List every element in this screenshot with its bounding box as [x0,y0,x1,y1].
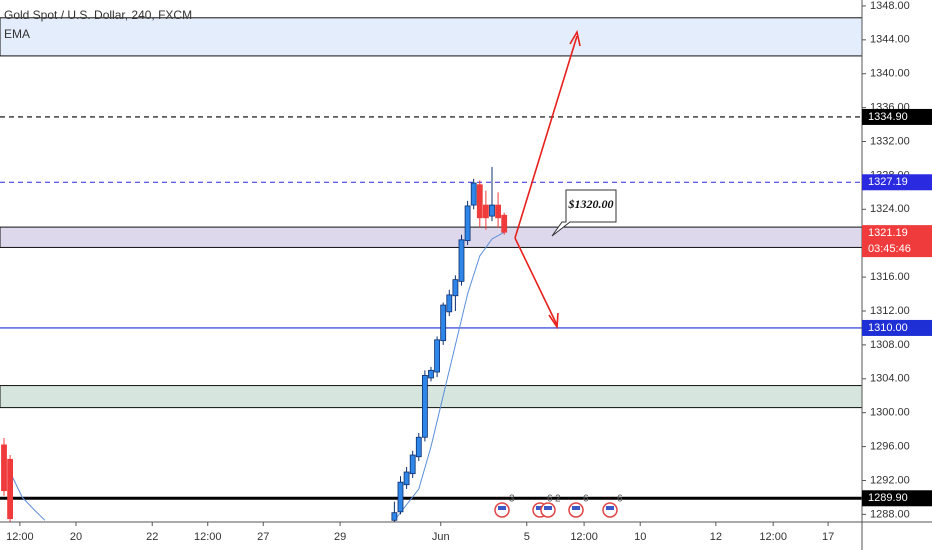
price-label-box [862,108,932,125]
y-tick-label: 1308.00 [870,339,910,351]
candle-body [409,454,416,475]
axis-background [862,0,932,550]
y-tick-label: 1344.00 [870,34,910,46]
axis-background [0,522,862,550]
y-tick-label: 1300.00 [870,407,910,419]
x-tick-label: Jun [432,531,450,543]
event-flag [544,506,552,510]
price-label: 1289.90 [868,492,908,504]
candle-body [1,444,7,492]
event-flag [536,506,544,510]
candle-body [464,205,471,242]
y-tick-label: 1316.00 [870,271,910,283]
x-tick-label: 29 [334,531,346,543]
x-tick-label: 10 [634,531,646,543]
y-tick-label: 1324.00 [870,203,910,215]
x-tick-label: 12 [710,531,722,543]
candle-body [446,294,453,313]
candle-body [421,374,428,438]
candle-body [458,239,465,282]
arrow-head [548,312,559,330]
x-tick-label: 27 [257,531,269,543]
x-tick-label: 12:00 [759,531,787,543]
candle-body [489,204,495,217]
y-tick-label: 1332.00 [870,135,910,147]
candle-body [415,436,422,458]
y-tick-label: 1312.00 [870,305,910,317]
y-tick-label: 1304.00 [870,373,910,385]
chart-title: Gold Spot / U.S. Dollar, 240, FXCM [4,8,192,22]
x-tick-label: 5 [524,531,530,543]
price-label-box [862,490,932,507]
price-label: 1334.90 [868,111,908,123]
y-tick-label: 1340.00 [870,68,910,80]
last-price-label: 1321.19 [868,227,908,239]
event-flag [572,506,580,510]
candle-body [397,481,404,513]
last-price-box [862,225,932,258]
candle-body [470,182,477,206]
arrow-head [569,29,581,47]
candle-body [428,369,434,379]
price-label-box [862,319,932,336]
y-tick-label: 1348.00 [870,0,910,12]
zone [0,226,863,248]
arrow-down [514,237,558,326]
x-tick-label: 12:00 [194,531,222,543]
y-tick-label: 1292.00 [870,474,910,486]
event-count: 6 [583,494,589,505]
candle-body [7,458,14,520]
callout-text: $1320.00 [568,197,614,211]
overlay: $1320.00 [514,29,617,330]
event-count: 6 [547,494,553,505]
y-tick-label: 1288.00 [870,508,910,520]
event-flag [606,506,614,510]
candle-body [391,512,398,521]
candle-body [501,214,508,233]
candle-body [452,279,459,297]
plot-area [0,17,863,523]
x-tick-label: 22 [146,531,158,543]
candle-body [482,204,489,219]
candle-body [403,471,410,486]
x-tick-label: 12:00 [570,531,598,543]
y-tick-label: 1296.00 [870,440,910,452]
callout [551,189,617,237]
x-tick-label: 20 [70,531,82,543]
x-tick-label: 17 [822,531,834,543]
price-label: 1327.19 [868,176,908,188]
zone [0,385,863,409]
candle-body [476,184,483,219]
event-flag [498,506,506,510]
price-label: 1310.00 [868,322,908,334]
candle-body [434,339,440,373]
ema-line [9,231,505,521]
zone [0,17,863,57]
indicator-name: EMA [4,27,30,41]
candle-body [440,304,447,342]
x-tick-label: 12:00 [6,531,34,543]
event-count: 6 [617,494,623,505]
event-count: 3 [509,494,515,505]
arrow-up [514,35,578,239]
candle-body [495,204,501,219]
event-count: 2 [555,494,561,505]
countdown: 03:45:46 [868,243,911,255]
price-label-box [862,174,932,191]
